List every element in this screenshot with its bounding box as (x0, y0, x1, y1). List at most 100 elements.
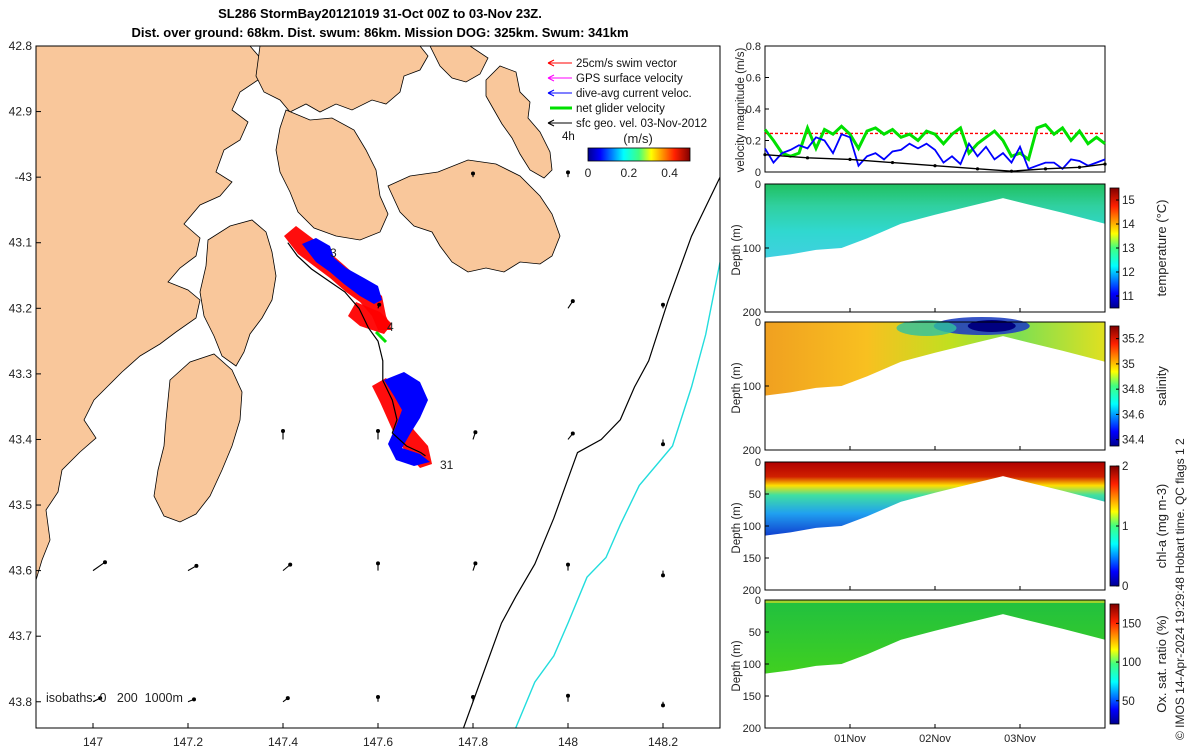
current-vector-arrow (661, 302, 665, 309)
oxygen-section-colorbar-tick-label: 100 (1122, 657, 1141, 669)
map-y-tick-label: 42.9 (9, 105, 33, 119)
temperature-section-colorbar-tick-label: 15 (1122, 195, 1135, 207)
map-y-tick-label: 43.1 (9, 236, 33, 250)
current-vector-arrow (566, 170, 570, 178)
salinity-section-colorbar-tick-label: 34.6 (1122, 409, 1144, 421)
legend-item-dive-avg-current: dive-avg current veloc. (547, 88, 692, 100)
land-maria-island (485, 65, 553, 179)
oxygen-section-data (765, 600, 1105, 674)
map-y-tick-label: 43.2 (9, 301, 33, 315)
map-y-tick-label: 43.3 (9, 367, 33, 381)
current-vector-arrow (92, 696, 103, 703)
map-x-tick-label: 148 (558, 735, 578, 749)
sfc-geo-point (1009, 169, 1014, 173)
track-map-panel: 3 4 31 isobaths: 0 200 1000m 147 147.2 147… (9, 39, 721, 749)
map-x-tick-label: 147.6 (363, 735, 393, 749)
figure-title-line1: SL286 StormBay20121019 31-Oct 00Z to 03-… (218, 6, 542, 21)
oxygen-section-y-tick-label: 150 (743, 691, 761, 703)
current-vector-arrow (567, 431, 575, 440)
velocity-series-line (763, 123, 1106, 162)
chla-section-y-tick-label: 50 (749, 489, 761, 501)
legend-item-swim-vector: 25cm/s swim vector (547, 58, 677, 70)
velocity-y-tick-label: 0.4 (746, 104, 761, 116)
chla-section-panel: 0 50 100 150 200 Depth (m) 0 1 2 chl-a (mg m-3) (731, 457, 1169, 597)
map-x-tick-label: 148.2 (648, 735, 678, 749)
current-vector-arrow (187, 697, 196, 703)
isobath-1000m (515, 262, 720, 728)
oxygen-section-colorbar-tick-label: 50 (1122, 696, 1135, 708)
map-y-axis: 42.8 42.9 -43 43.1 43.2 43.3 43.4 43.5 43.6 43.7 4… (9, 39, 41, 709)
chla-section-colorbar-tick-label: 0 (1122, 581, 1128, 593)
map-y-tick-label: 43.8 (9, 695, 33, 709)
surface-current-vectors (92, 170, 665, 708)
current-vector-arrow (661, 439, 665, 447)
oxygen-surface-band (765, 600, 1105, 603)
oxygen-section-y-tick-label: 0 (755, 595, 761, 607)
speed-colorbar-label: (m/s) (623, 131, 653, 146)
legend-item-gps-velocity: GPS surface velocity (547, 73, 683, 85)
map-x-tick-label: 147.4 (268, 735, 298, 749)
temperature-section-data (765, 184, 1105, 258)
track-label-4: 4 (387, 320, 394, 334)
salinity-section-colorbar-label: salinity (1154, 366, 1169, 406)
sfc-geo-point (933, 164, 937, 168)
salinity-section-colorbar (1109, 325, 1120, 447)
oxygen-section-colorbar-label: Ox. sat. ratio (%) (1154, 615, 1169, 713)
salinity-section-colorbar-tick-label: 34.8 (1122, 384, 1144, 396)
map-x-tick-label: 147.8 (458, 735, 488, 749)
current-vector-arrow (187, 563, 199, 572)
legend-item-net-glider: net glider velocity (550, 103, 665, 115)
chla-section-y-tick-label: 100 (743, 521, 761, 533)
sfc-geo-point (1043, 167, 1048, 171)
footer-note: © IMOS 14-Apr-2024 19:29:48 Hobart time.… (1173, 438, 1187, 740)
oxygen-section-y-tick-label: 200 (743, 723, 761, 735)
chla-section-y-tick-label: 0 (755, 457, 761, 469)
map-x-tick-label: 147 (83, 735, 103, 749)
swim-vector-swath-red-mid (348, 302, 392, 334)
velocity-ylabel: velocity magnitude (m/s) (735, 48, 747, 173)
salinity-low-core (967, 320, 1016, 332)
sfc-geo-point (890, 160, 895, 165)
map-y-tick-label: 43.4 (9, 432, 33, 446)
oxygen-section-y-tick-label: 100 (743, 659, 761, 671)
current-vector-arrow (472, 430, 478, 440)
temperature-section-colorbar-tick-label: 14 (1122, 219, 1135, 231)
current-vector-arrow (92, 560, 107, 572)
section-x-tick-label: 01Nov (834, 733, 866, 745)
land-tasman-peninsula-north (255, 46, 429, 113)
current-vector-arrow (471, 171, 475, 178)
oxygen-section-panel: 0 50 100 150 200 Depth (m) 50 100 150 Ox. sat. ra… (731, 595, 1169, 745)
salinity-section-panel: 0 100 200 Depth (m) 34.4 34.6 34.8 35 35.2 salini… (731, 317, 1169, 457)
speed-colorbar-ticks: 0 0.2 0.4 (585, 166, 679, 180)
chla-section-y-tick-label: 200 (743, 585, 761, 597)
salinity-section-colorbar-tick-label: 35.2 (1122, 334, 1144, 346)
land-west (36, 46, 263, 581)
glider-track-line (287, 242, 426, 457)
legend-hour-label: 4h (562, 131, 575, 143)
current-vector-arrow (282, 696, 290, 703)
speed-colorbar-tick-label: 0.4 (661, 166, 678, 180)
velocity-series-line (764, 154, 1106, 172)
temperature-section-y-tick-label: 100 (743, 243, 761, 255)
current-vector-arrow (282, 562, 293, 572)
temperature-section-colorbar-tick-label: 12 (1122, 267, 1135, 279)
velocity-panel: 0 0.2 0.4 0.6 0.8 velocity magnitude (m/s) (735, 41, 1107, 179)
sfc-geo-point (848, 157, 852, 161)
speed-colorbar-tick-label: 0.2 (620, 166, 637, 180)
temperature-section-panel: 0 100 200 Depth (m) 11 12 13 14 15 temperature (°… (731, 179, 1169, 319)
salinity-section-colorbar-tick-label: 34.4 (1122, 435, 1145, 447)
legend-label-net-glider: net glider velocity (576, 103, 665, 115)
map-y-tick-label: 43.7 (9, 629, 33, 643)
map-y-tick-label: 43.6 (9, 564, 33, 578)
chla-section-colorbar-tick-label: 1 (1122, 521, 1128, 533)
land-bruny-south (153, 353, 243, 523)
current-vector-arrow (567, 299, 575, 309)
map-x-tick-label: 147.2 (173, 735, 203, 749)
current-vector-arrow (661, 701, 665, 708)
speed-colorbar: (m/s) 0 0.2 0.4 (585, 131, 691, 180)
land-hobart-peninsula (275, 109, 389, 241)
land-east-coast (429, 46, 489, 83)
dive-avg-current-swath (302, 238, 430, 466)
current-vector-arrow (377, 302, 382, 309)
